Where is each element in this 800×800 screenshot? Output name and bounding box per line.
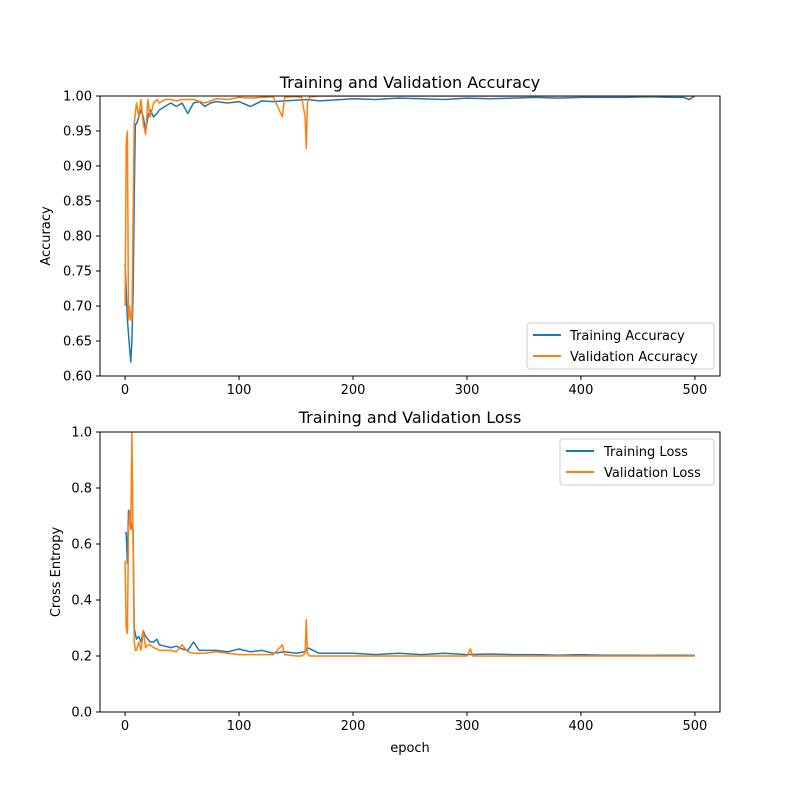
accuracy-x-tick-label: 200 [341, 383, 366, 398]
accuracy-y-tick-label: 0.95 [63, 125, 92, 140]
loss-x-tick-label: 300 [455, 719, 480, 734]
accuracy-series-validation-accuracy-line [124, 96, 695, 321]
accuracy-x-tick-label: 300 [455, 383, 480, 398]
accuracy-y-tick-label: 0.90 [63, 160, 92, 175]
accuracy-axes-frame [99, 95, 721, 377]
loss-y-axis-label: Cross Entropy [49, 527, 64, 618]
accuracy-y-tick-label: 0.85 [63, 195, 92, 210]
loss-chart: Training and Validation Loss Cross Entro… [49, 408, 721, 756]
loss-axes-frame [99, 431, 721, 713]
loss-series-training-loss-line [125, 509, 695, 657]
accuracy-x-tick-label: 400 [569, 383, 594, 398]
accuracy-legend-box [526, 322, 715, 370]
accuracy-plot-area: 0 100 200 300 400 500 0.60 0.65 0.70 0.75 0.80 0.85… [63, 90, 707, 399]
accuracy-x-tick-label: 500 [683, 383, 708, 398]
loss-y-tick-label: 0.6 [71, 538, 92, 553]
loss-y-tick-label: 1.0 [71, 426, 92, 441]
loss-y-tick-label: 0.2 [71, 650, 92, 665]
loss-x-tick-label: 400 [569, 719, 594, 734]
loss-y-tick-label: 0.8 [71, 482, 92, 497]
accuracy-x-tick-label: 100 [227, 383, 252, 398]
accuracy-y-tick-label: 0.70 [63, 300, 92, 315]
loss-plot-area: 0 100 200 300 400 500 0.0 0.2 0.4 0.6 0.8 1.0 [71, 426, 707, 735]
loss-x-tick-label: 500 [683, 719, 708, 734]
accuracy-x-tick-label: 0 [121, 383, 129, 398]
loss-x-tick-label: 0 [121, 719, 129, 734]
loss-chart-title: Training and Validation Loss [298, 408, 522, 427]
loss-legend-box [559, 438, 715, 486]
accuracy-legend: Training Accuracy Validation Accuracy [526, 322, 715, 370]
accuracy-y-tick-label: 0.80 [63, 230, 92, 245]
loss-series-validation-loss-line [124, 432, 695, 657]
legend-validation-accuracy-label: Validation Accuracy [570, 350, 698, 365]
loss-x-tick-label: 200 [341, 719, 366, 734]
legend-training-accuracy-label: Training Accuracy [569, 329, 685, 344]
accuracy-y-tick-label: 0.60 [63, 370, 92, 385]
accuracy-y-tick-label: 1.00 [63, 90, 92, 105]
accuracy-chart-title: Training and Validation Accuracy [279, 73, 541, 92]
loss-legend: Training Loss Validation Loss [559, 438, 715, 486]
accuracy-y-axis-label: Accuracy [39, 206, 54, 266]
accuracy-y-tick-label: 0.65 [63, 335, 92, 350]
accuracy-y-tick-label: 0.75 [63, 265, 92, 280]
loss-x-axis-label: epoch [390, 741, 430, 756]
loss-y-tick-label: 0.0 [71, 706, 92, 721]
legend-training-loss-label: Training Loss [603, 445, 688, 460]
legend-validation-loss-label: Validation Loss [604, 466, 701, 481]
loss-y-tick-label: 0.4 [71, 594, 92, 609]
accuracy-chart: Training and Validation Accuracy Accurac… [39, 73, 721, 399]
loss-x-tick-label: 100 [227, 719, 252, 734]
